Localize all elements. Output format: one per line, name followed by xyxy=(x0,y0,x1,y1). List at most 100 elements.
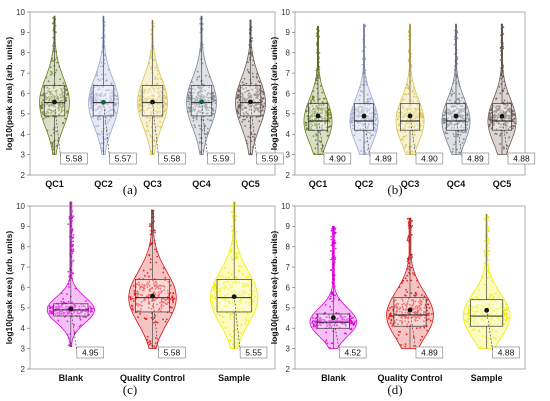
data-point xyxy=(452,133,455,136)
data-point xyxy=(148,254,151,257)
data-point xyxy=(203,132,206,135)
data-point xyxy=(350,119,352,121)
data-point xyxy=(496,289,499,292)
data-point xyxy=(212,109,215,112)
data-point xyxy=(419,112,422,114)
data-point xyxy=(199,96,202,99)
data-point xyxy=(454,53,456,55)
data-point xyxy=(49,66,52,69)
data-point xyxy=(411,224,414,227)
data-point xyxy=(199,18,202,20)
data-point xyxy=(255,77,258,79)
data-point xyxy=(52,50,55,53)
data-point xyxy=(323,107,325,110)
data-point xyxy=(451,90,454,93)
data-point xyxy=(373,130,376,133)
data-point xyxy=(365,140,367,143)
data-point xyxy=(98,115,101,118)
data-point xyxy=(359,139,361,142)
data-point xyxy=(446,132,449,135)
data-point xyxy=(245,318,247,320)
data-point xyxy=(95,73,98,76)
data-point xyxy=(103,36,106,39)
data-point xyxy=(199,141,201,144)
data-point xyxy=(305,110,308,113)
data-point xyxy=(48,105,50,108)
data-point xyxy=(423,295,426,298)
data-point xyxy=(412,118,414,121)
data-point xyxy=(58,114,60,116)
data-point xyxy=(103,45,106,47)
data-point xyxy=(506,314,509,316)
data-point xyxy=(259,92,261,95)
data-point xyxy=(153,229,155,232)
data-point xyxy=(51,57,54,60)
data-point xyxy=(145,88,148,91)
data-point xyxy=(247,275,250,278)
data-point xyxy=(253,93,255,96)
data-point xyxy=(404,93,406,96)
data-point xyxy=(90,94,92,96)
data-point xyxy=(68,236,71,238)
data-point xyxy=(203,100,206,102)
data-point xyxy=(57,107,60,109)
data-point xyxy=(406,109,409,112)
data-point xyxy=(198,133,201,136)
data-point xyxy=(40,94,43,97)
data-point xyxy=(499,92,501,95)
data-point xyxy=(212,112,215,115)
data-point xyxy=(461,96,463,99)
data-point xyxy=(50,104,53,107)
data-point xyxy=(494,337,497,340)
data-point xyxy=(232,330,234,333)
mean-leader xyxy=(250,101,257,158)
data-point xyxy=(354,124,357,127)
data-point xyxy=(62,122,64,125)
data-point xyxy=(96,74,99,77)
mean-label: 4.89 xyxy=(467,154,484,164)
data-point xyxy=(54,71,57,74)
data-point xyxy=(150,224,153,227)
data-point xyxy=(331,300,334,303)
data-point xyxy=(103,35,106,37)
data-point xyxy=(52,17,54,19)
data-point xyxy=(193,102,196,105)
data-point xyxy=(153,110,156,112)
data-point xyxy=(210,119,213,122)
data-point xyxy=(420,113,422,116)
data-point xyxy=(247,103,250,106)
data-point xyxy=(416,103,419,106)
data-point xyxy=(415,96,417,98)
data-point xyxy=(152,88,155,91)
data-point xyxy=(317,108,319,111)
data-point xyxy=(443,111,446,113)
data-point xyxy=(143,95,145,98)
data-point xyxy=(152,97,155,100)
data-point xyxy=(442,118,445,121)
data-point xyxy=(199,137,202,139)
data-point xyxy=(488,242,491,245)
data-point xyxy=(154,248,157,251)
data-point xyxy=(421,116,424,118)
data-point xyxy=(50,312,53,315)
data-point xyxy=(150,113,152,116)
data-point xyxy=(46,129,49,132)
data-point xyxy=(153,220,156,223)
data-point xyxy=(361,123,364,126)
mean-label: 5.58 xyxy=(66,154,83,164)
data-point xyxy=(199,106,201,108)
data-point xyxy=(363,124,366,127)
data-point xyxy=(333,239,336,242)
data-point xyxy=(133,290,136,292)
data-point xyxy=(252,98,255,101)
data-point xyxy=(314,124,317,127)
data-point xyxy=(55,89,58,92)
data-point xyxy=(235,255,238,258)
data-point xyxy=(189,107,192,110)
data-point xyxy=(511,118,514,121)
data-point xyxy=(389,322,392,325)
data-point xyxy=(206,118,209,121)
data-point xyxy=(237,89,240,92)
data-point xyxy=(55,145,58,148)
data-point xyxy=(431,313,433,315)
